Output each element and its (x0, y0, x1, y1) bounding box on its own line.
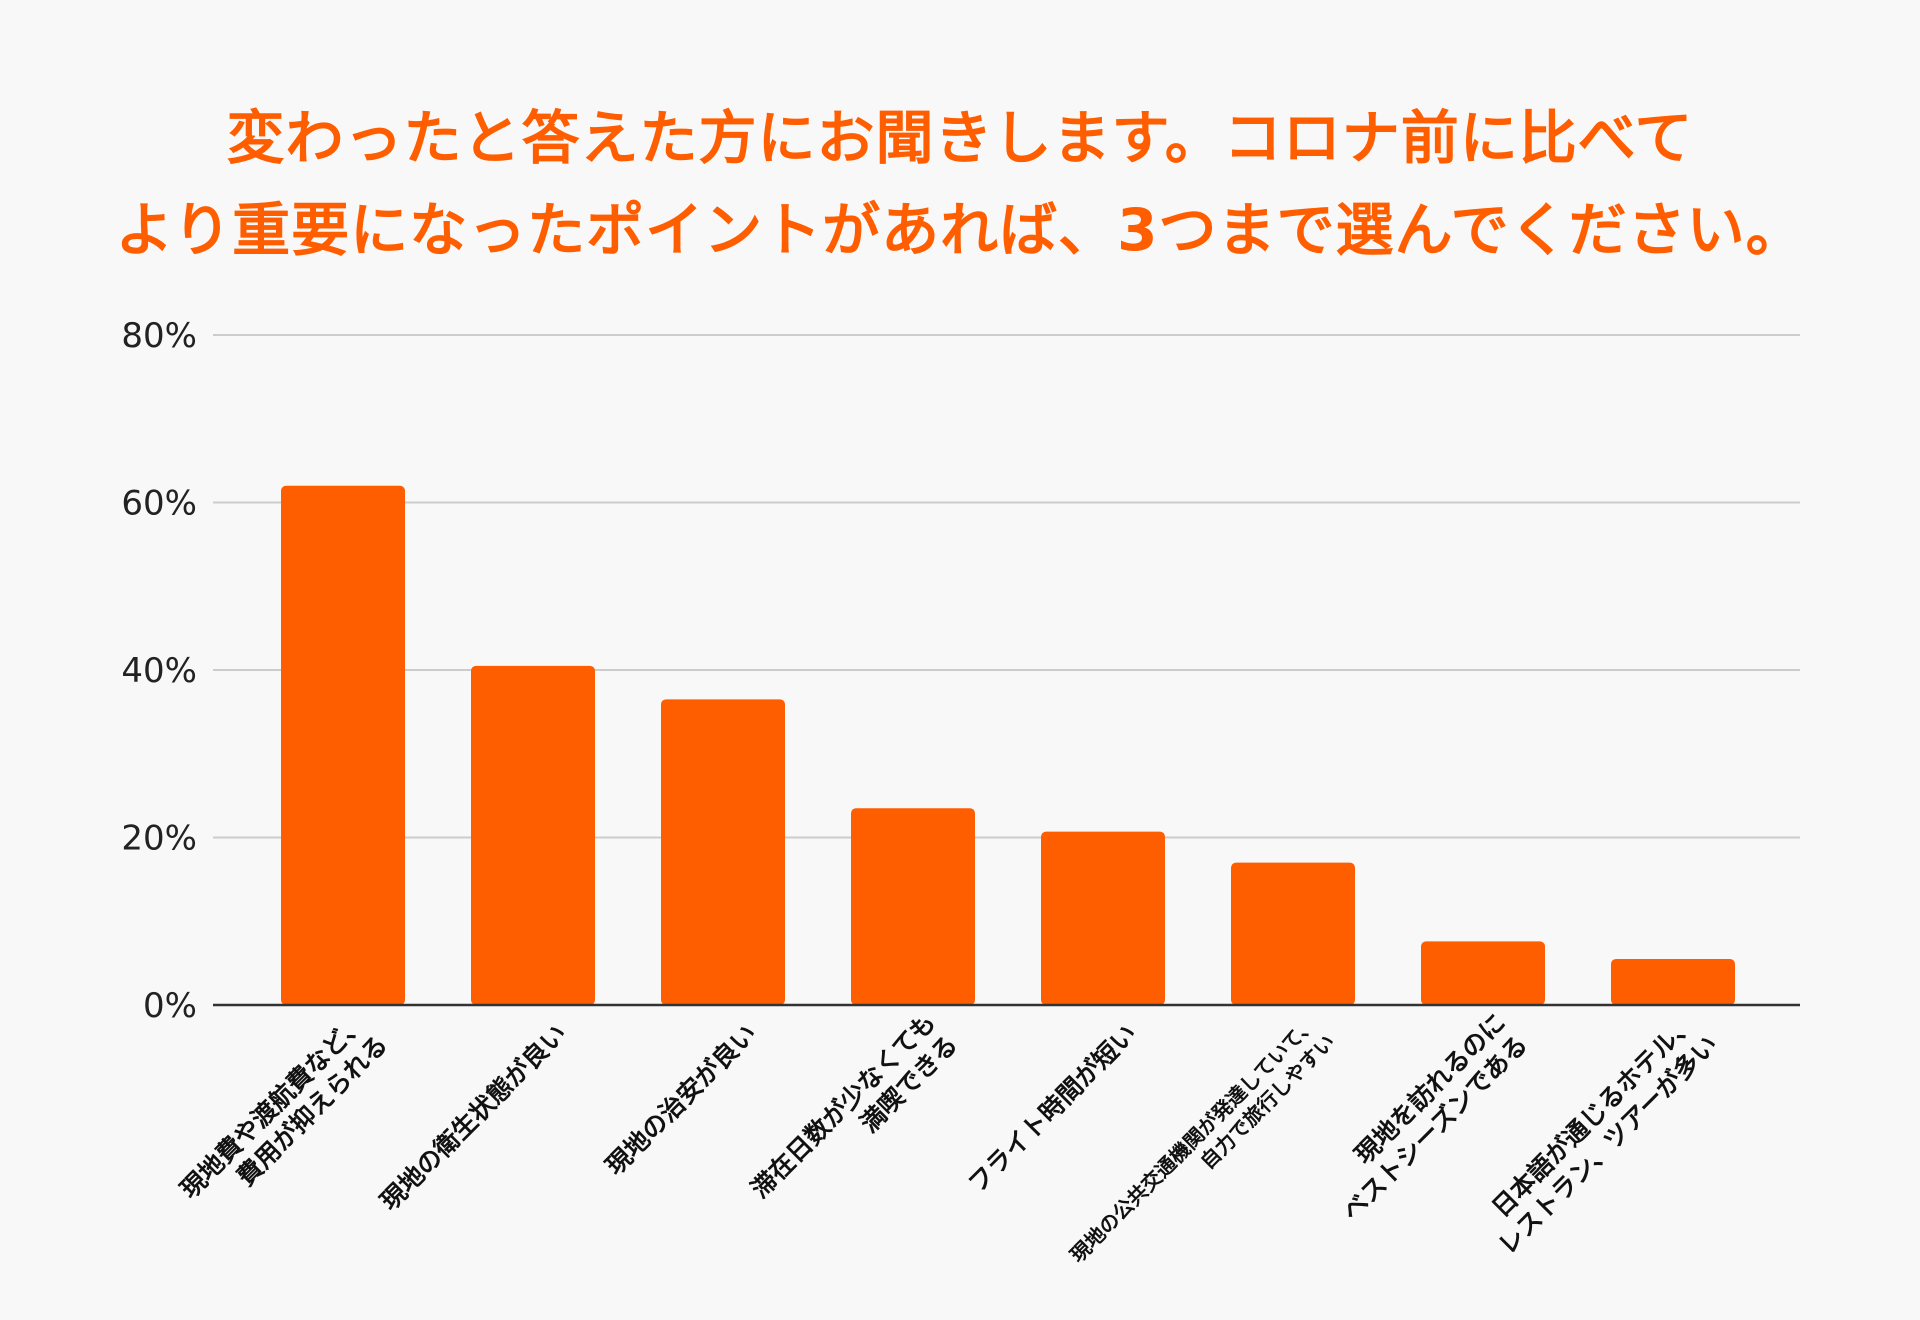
y-axis-tick-labels: 0% 20% 40% 60% 80% (121, 316, 197, 1026)
bars (281, 485, 1735, 1005)
x-category-label-2: 現地の衛生状態が良い (375, 1019, 572, 1216)
bar-1 (281, 485, 405, 1005)
x-category-label-3: 現地の治安が良い (600, 1019, 762, 1181)
bar-8 (1611, 958, 1735, 1005)
bar-5 (1041, 831, 1165, 1005)
x-category-label-5: フライト時間が短い (963, 1019, 1143, 1199)
x-category-label-2-line-1: 現地の衛生状態が良い (375, 1019, 572, 1216)
x-category-label-8-line-2: レストラン、ツアーが多い (1493, 1030, 1724, 1261)
y-tick-label-80: 80% (121, 316, 197, 356)
x-category-label-4-line-1: 滞在日数が少なくても (745, 1008, 941, 1204)
bar-7 (1421, 941, 1545, 1005)
x-category-label-5-line-1: フライト時間が短い (963, 1019, 1143, 1199)
x-category-label-3-line-1: 現地の治安が良い (600, 1019, 762, 1181)
y-tick-label-0: 0% (143, 986, 197, 1026)
gridlines (213, 334, 1800, 839)
y-tick-label-40: 40% (121, 651, 197, 691)
bar-3 (661, 699, 785, 1005)
bar-2 (471, 665, 595, 1005)
x-category-label-1-line-1: 現地費や渡航費など、 (175, 1008, 371, 1204)
chart-title-line-2: より重要になったポイントがあれば、3つまで選んでください。 (115, 196, 1805, 264)
y-tick-label-20: 20% (121, 819, 197, 859)
bar-4 (851, 808, 975, 1005)
chart-title-line-1: 変わったと答えた方にお聞きします。コロナ前に比べて (226, 104, 1694, 172)
x-category-label-1: 現地費や渡航費など、費用が抑えられる (175, 1008, 393, 1204)
y-tick-label-60: 60% (121, 484, 197, 524)
bar-6 (1231, 862, 1355, 1005)
chart-title: 変わったと答えた方にお聞きします。コロナ前に比べて より重要になったポイントがあ… (0, 92, 1920, 276)
